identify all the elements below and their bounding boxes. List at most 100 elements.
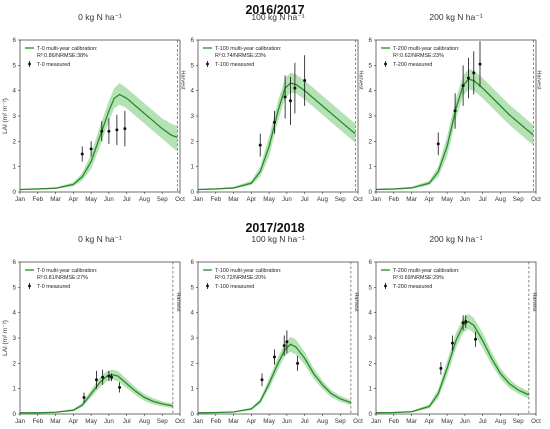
chart-panel-4: 0 kg N ha⁻¹ LAI (m² m⁻²) Harvest 0 1 2 3 4 5 6 Jan…	[2, 234, 185, 425]
x-tick-label: Feb	[210, 418, 221, 425]
measured-point	[94, 378, 98, 382]
y-tick-label: 3	[369, 113, 373, 120]
x-tick-label: Oct	[531, 196, 541, 203]
y-tick-label: 1	[191, 386, 195, 393]
y-tick-label: 2	[13, 360, 17, 367]
x-tick-label: Sep	[513, 196, 525, 203]
y-tick-label: 2	[191, 360, 195, 367]
y-tick-label: 6	[191, 37, 195, 44]
x-tick-label: Feb	[388, 418, 399, 425]
y-tick-label: 3	[191, 113, 195, 120]
panel-title: 200 kg N ha⁻¹	[429, 12, 482, 22]
y-tick-label: 0	[13, 189, 17, 196]
y-tick-label: 3	[13, 113, 17, 120]
y-tick-label: 0	[13, 411, 17, 418]
legend-measured-label: T-0 measured	[37, 284, 70, 290]
measured-point	[107, 374, 111, 378]
x-tick-label: Jan	[193, 418, 204, 425]
x-tick-label: Jan	[193, 196, 204, 203]
x-tick-label: Apr	[69, 418, 79, 425]
y-tick-label: 2	[13, 138, 17, 145]
legend-measured-marker	[206, 62, 209, 66]
legend-measured-marker	[28, 284, 31, 288]
x-tick-label: Apr	[247, 418, 257, 425]
x-tick-label: Mar	[228, 196, 239, 203]
measured-point	[272, 355, 276, 359]
x-tick-label: Sep	[335, 196, 347, 203]
measured-point	[439, 366, 443, 370]
y-tick-label: 5	[369, 284, 373, 291]
measured-point	[82, 396, 86, 400]
x-tick-label: Mar	[50, 418, 61, 425]
measured-point	[283, 95, 287, 99]
x-tick-label: Aug	[495, 196, 507, 203]
legend-measured-label: T-0 measured	[37, 62, 70, 68]
y-tick-label: 4	[191, 310, 195, 317]
y-axis-label: LAI (m² m⁻²)	[2, 98, 9, 134]
uncertainty-band	[376, 69, 534, 190]
legend-model-stats: R²:0.69/NRMSE:29%	[393, 275, 444, 281]
x-tick-label: Jun	[282, 196, 293, 203]
legend-measured-marker	[206, 284, 209, 288]
x-tick-label: May	[441, 196, 454, 203]
y-tick-label: 2	[369, 138, 373, 145]
legend-measured-label: T-100 measured	[215, 62, 254, 68]
y-tick-label: 4	[13, 310, 17, 317]
y-tick-label: 5	[191, 62, 195, 69]
harvest-label: Harvest	[535, 70, 541, 90]
y-tick-label: 0	[369, 411, 373, 418]
x-tick-label: May	[85, 418, 98, 425]
uncertainty-band	[20, 369, 173, 414]
x-tick-label: Feb	[32, 418, 43, 425]
measured-point	[123, 127, 127, 131]
y-tick-label: 6	[13, 259, 17, 266]
measured-point	[461, 321, 465, 325]
y-tick-label: 3	[191, 335, 195, 342]
measured-point	[260, 378, 264, 382]
y-tick-label: 0	[191, 189, 195, 196]
y-tick-label: 6	[369, 259, 373, 266]
measured-point	[303, 79, 307, 83]
x-tick-label: Jul	[123, 418, 131, 425]
measured-point	[464, 320, 468, 324]
chart-panels: 0 kg N ha⁻¹ LAI (m² m⁻²) Harvest 0 1 2 3 4 5 6 Jan…	[2, 12, 541, 425]
legend-measured-marker	[384, 62, 387, 66]
x-tick-label: Aug	[495, 418, 507, 425]
x-tick-label: Apr	[69, 196, 79, 203]
legend-measured-marker	[28, 62, 31, 66]
measured-point	[115, 128, 119, 132]
model-line	[197, 82, 356, 191]
chart-panel-2: 100 kg N ha⁻¹ Harvest 0 1 2 3 4 5 6 Jan Feb Mar Apr M…	[191, 12, 364, 203]
x-tick-label: Jul	[301, 418, 309, 425]
uncertainty-band	[376, 313, 529, 414]
model-line	[197, 343, 352, 414]
y-tick-label: 0	[191, 411, 195, 418]
x-tick-label: Feb	[32, 196, 43, 203]
x-tick-label: Apr	[425, 196, 435, 203]
season-title-2017-2018: 2017/2018	[245, 221, 304, 235]
measured-point	[288, 99, 292, 103]
measured-point	[107, 129, 111, 133]
season-title-2016-2017: 2016/2017	[245, 3, 304, 17]
x-tick-label: Jan	[371, 196, 382, 203]
x-tick-label: Mar	[228, 418, 239, 425]
measured-point	[461, 84, 465, 88]
x-tick-label: Aug	[139, 418, 151, 425]
y-tick-label: 1	[369, 164, 373, 171]
measured-point	[101, 375, 105, 379]
x-tick-label: Mar	[406, 196, 417, 203]
y-tick-label: 4	[369, 310, 373, 317]
legend-model-stats: R²:0.81/NRMSE:27%	[37, 275, 88, 281]
panel-title: 200 kg N ha⁻¹	[429, 234, 482, 244]
y-tick-label: 1	[13, 386, 17, 393]
x-tick-label: Aug	[317, 418, 329, 425]
harvest-label: Harvest	[353, 292, 359, 312]
x-tick-label: May	[263, 196, 276, 203]
x-tick-label: Oct	[353, 418, 363, 425]
measured-point	[478, 62, 482, 66]
measured-point	[110, 375, 114, 379]
legend-model-stats: R²:0.62/NRMSE:23%	[393, 53, 444, 59]
measured-point	[258, 143, 262, 147]
y-tick-label: 5	[369, 62, 373, 69]
x-tick-label: May	[441, 418, 454, 425]
